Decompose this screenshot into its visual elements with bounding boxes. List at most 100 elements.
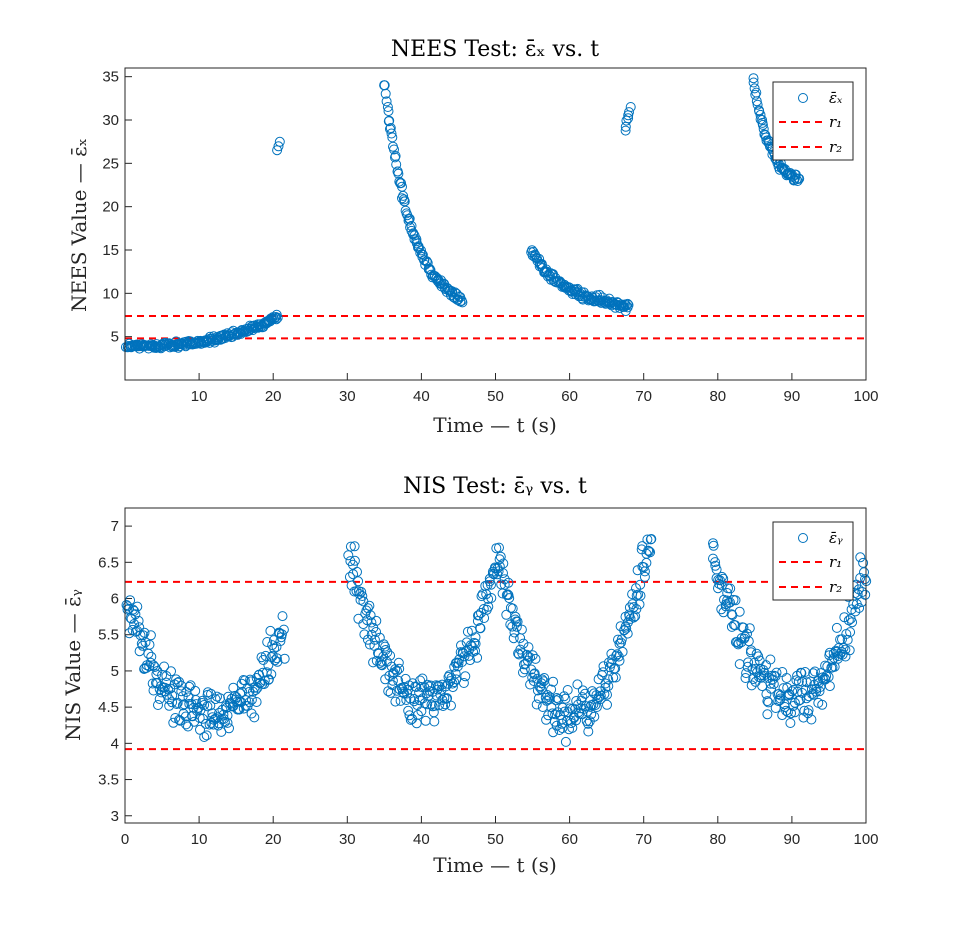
data-point (278, 624, 289, 635)
data-point (362, 634, 373, 645)
data-point (857, 587, 868, 597)
data-point (817, 699, 828, 710)
x-tick-label: 40 (413, 831, 430, 848)
data-point (553, 694, 564, 705)
data-point (414, 687, 425, 698)
data-point (498, 558, 509, 569)
legend-label: ε̄ᵧ (829, 529, 843, 547)
data-point (393, 168, 404, 179)
data-point (349, 541, 360, 552)
data-point (180, 711, 191, 722)
data-point (744, 623, 755, 634)
data-point (385, 123, 396, 133)
data-point (499, 574, 510, 585)
data-point (542, 690, 553, 700)
data-point (183, 721, 193, 732)
data-point (457, 297, 468, 308)
axes-box (124, 67, 867, 381)
y-tick-label: 5 (111, 663, 119, 680)
data-point (144, 639, 155, 650)
data-point (644, 546, 655, 557)
legend-label: r₁ (829, 113, 842, 131)
data-point (222, 710, 233, 721)
data-point (633, 589, 644, 600)
data-point (613, 634, 623, 645)
data-point (200, 718, 211, 729)
data-point (803, 691, 814, 702)
data-point (530, 250, 541, 261)
data-point (473, 610, 484, 621)
data-point (598, 667, 608, 678)
data-points (120, 73, 805, 354)
y-tick-label: 15 (102, 242, 119, 259)
data-point (806, 714, 817, 725)
data-point (272, 656, 283, 667)
data-point (237, 686, 248, 697)
data-point (589, 711, 600, 722)
data-point (844, 645, 855, 656)
data-point (762, 696, 773, 707)
data-point (246, 694, 257, 705)
data-point (269, 655, 280, 666)
data-point (220, 701, 231, 712)
data-point (615, 299, 626, 310)
axes-box (124, 507, 867, 824)
data-point (429, 700, 440, 711)
data-point (133, 615, 144, 626)
data-point (572, 679, 583, 690)
data-point (585, 701, 596, 712)
data-point (224, 723, 234, 734)
data-point (349, 555, 360, 566)
data-point (523, 642, 534, 653)
data-point (523, 651, 534, 662)
data-point (808, 689, 819, 700)
data-point (785, 718, 796, 728)
data-point (750, 89, 761, 100)
y-tick-label: 3 (111, 808, 119, 825)
data-point (470, 632, 481, 643)
data-point (562, 685, 573, 695)
data-point (369, 634, 380, 645)
data-point (559, 691, 570, 702)
data-point (495, 551, 506, 562)
data-point (842, 634, 853, 645)
data-point (768, 679, 779, 689)
legend-label: r₁ (829, 553, 842, 571)
data-point (358, 619, 369, 630)
data-point (397, 193, 407, 204)
data-point (753, 651, 764, 662)
data-point (531, 699, 542, 710)
data-point (394, 663, 405, 674)
data-point (393, 657, 404, 668)
data-point (390, 664, 401, 675)
data-point (376, 656, 387, 667)
data-point (392, 665, 402, 676)
data-point (176, 686, 187, 697)
y-tick-label: 10 (102, 285, 119, 302)
data-point (586, 709, 597, 720)
legend: ε̄ᵧ r₁ r₂ (772, 521, 854, 601)
data-point (380, 88, 391, 99)
data-point (402, 688, 413, 699)
data-point (725, 583, 736, 594)
bound-lines (125, 580, 866, 751)
y-tick-label: 5 (111, 329, 119, 346)
data-point (385, 650, 396, 661)
data-point (359, 629, 370, 640)
x-tick-label: 50 (487, 388, 504, 405)
data-point (172, 677, 183, 688)
y-axis-label: NIS Value — ε̄ᵧ (61, 589, 85, 741)
data-point (603, 681, 614, 692)
data-point (510, 611, 521, 622)
data-point (860, 574, 870, 585)
data-point (405, 714, 416, 725)
data-point (621, 623, 632, 634)
x-tick-label: 60 (561, 831, 578, 848)
data-point (357, 591, 368, 601)
data-point (362, 603, 373, 614)
data-point (166, 666, 176, 677)
data-point (366, 617, 377, 628)
data-point (559, 706, 570, 717)
x-tick-label: 100 (853, 388, 878, 405)
